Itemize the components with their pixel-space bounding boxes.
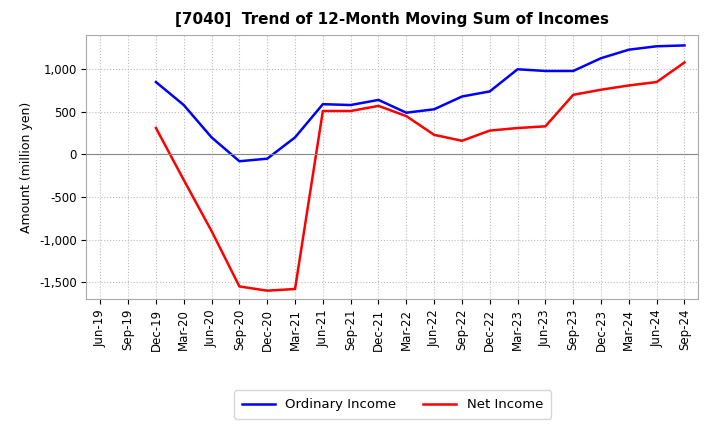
Ordinary Income [680,43,689,48]
Net Income [430,132,438,137]
Y-axis label: Amount (million yen): Amount (million yen) [20,102,33,233]
Ordinary Income [624,47,633,52]
Ordinary Income [152,79,161,84]
Ordinary Income [346,103,355,108]
Net Income [374,103,383,109]
Ordinary Income [513,66,522,72]
Net Income [680,60,689,65]
Net Income [318,108,327,114]
Net Income [485,128,494,133]
Net Income [179,177,188,183]
Ordinary Income [374,97,383,103]
Ordinary Income [458,94,467,99]
Net Income [346,108,355,114]
Net Income [513,125,522,131]
Legend: Ordinary Income, Net Income: Ordinary Income, Net Income [234,390,551,419]
Ordinary Income [263,156,271,161]
Ordinary Income [235,158,243,164]
Net Income [207,228,216,234]
Net Income [569,92,577,97]
Net Income [652,79,661,84]
Ordinary Income [402,110,410,115]
Net Income [597,87,606,92]
Ordinary Income [597,55,606,61]
Net Income [402,114,410,119]
Ordinary Income [291,135,300,140]
Ordinary Income [485,89,494,94]
Ordinary Income [430,106,438,112]
Ordinary Income [207,135,216,140]
Net Income [458,138,467,143]
Line: Net Income: Net Income [156,62,685,291]
Net Income [291,286,300,292]
Net Income [152,125,161,131]
Ordinary Income [652,44,661,49]
Ordinary Income [569,68,577,73]
Net Income [263,288,271,293]
Net Income [541,124,550,129]
Ordinary Income [318,102,327,107]
Ordinary Income [541,68,550,73]
Title: [7040]  Trend of 12-Month Moving Sum of Incomes: [7040] Trend of 12-Month Moving Sum of I… [176,12,609,27]
Ordinary Income [179,103,188,108]
Line: Ordinary Income: Ordinary Income [156,45,685,161]
Net Income [624,83,633,88]
Net Income [235,284,243,289]
